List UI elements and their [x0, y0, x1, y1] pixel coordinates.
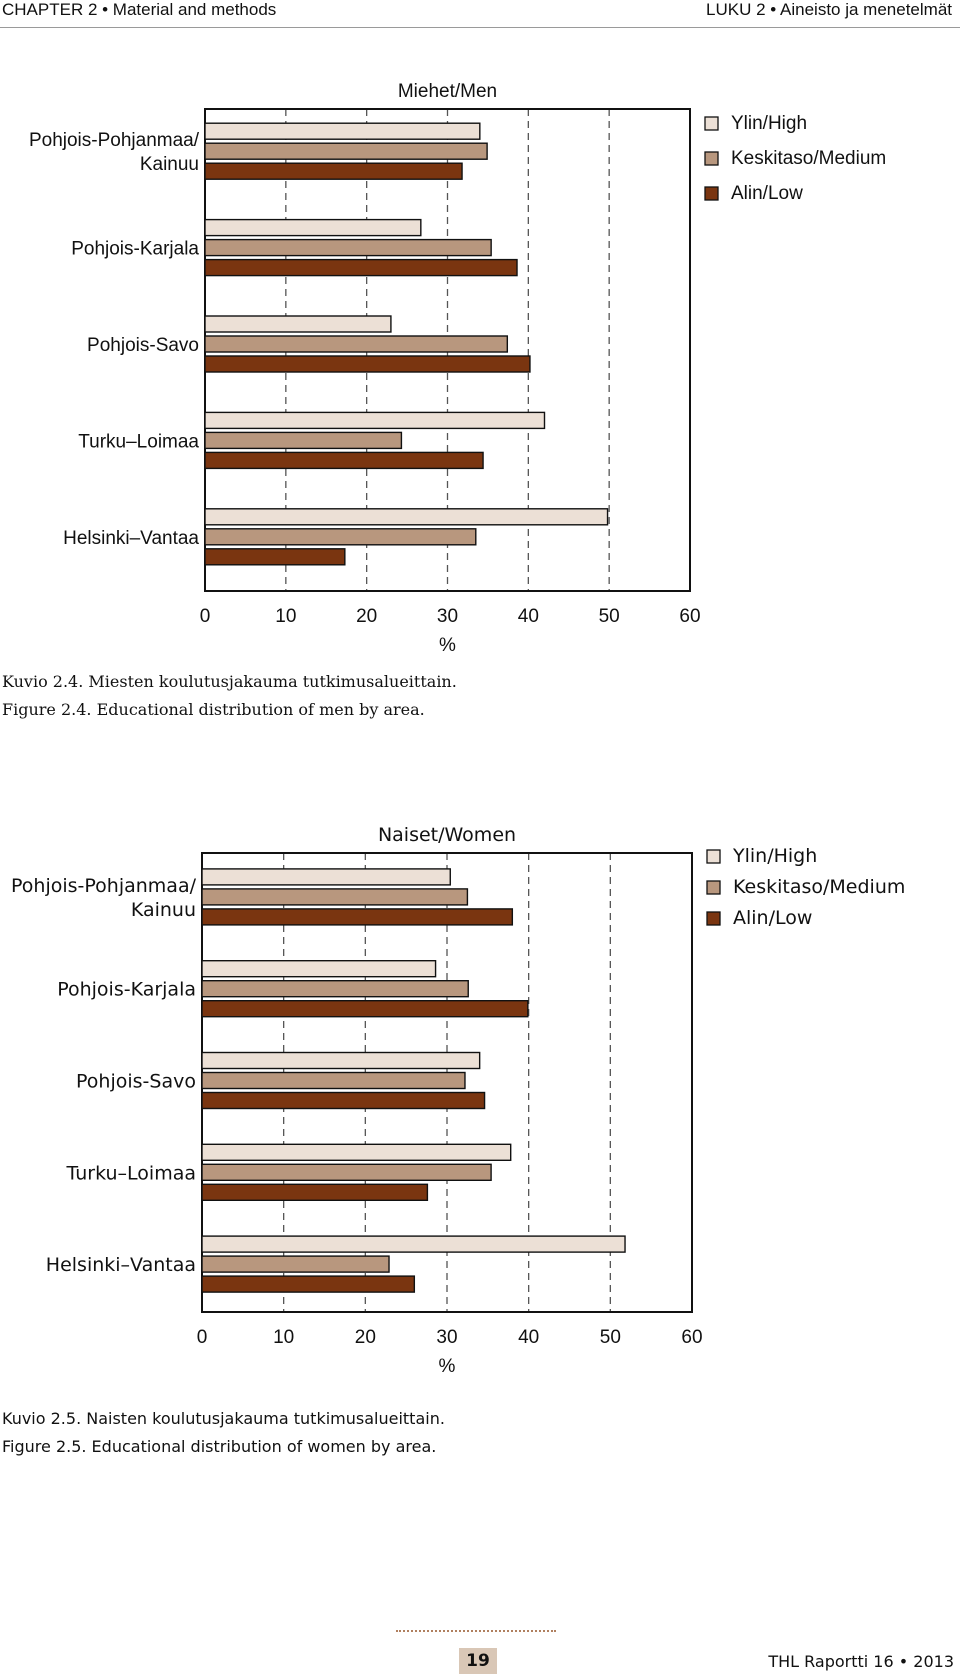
- women-legend-swatch-high: [706, 849, 721, 864]
- women-x-axis-label: %: [439, 1356, 456, 1377]
- men-bar-low-3: [204, 355, 531, 373]
- women-bar-high-3: [201, 1051, 481, 1070]
- men-x-tick-label-40: 40: [518, 606, 539, 627]
- women-bar-medium-2: [201, 979, 469, 998]
- women-bar-high-2: [201, 959, 437, 978]
- women-x-tick-label-30: 30: [436, 1327, 457, 1348]
- men-x-tick-label-50: 50: [599, 606, 620, 627]
- report-label: THL Raportti 16 • 2013: [768, 1652, 954, 1671]
- figure-2-5-caption-en: Figure 2.5. Educational distribution of …: [2, 1437, 437, 1456]
- men-bar-low-2: [204, 258, 518, 277]
- women-bar-medium-1: [201, 888, 469, 906]
- men-x-tick-label-0: 0: [200, 606, 211, 627]
- women-x-tick-label-40: 40: [518, 1327, 539, 1348]
- men-category-label-3: Pohjois-Savo: [87, 335, 199, 356]
- men-bar-high-1: [204, 122, 481, 140]
- figure-2-4-caption-fi: Kuvio 2.4. Miesten koulutusjakauma tutki…: [2, 672, 457, 691]
- footer-dotted-rule: [396, 1630, 556, 1632]
- women-bar-low-3: [201, 1091, 486, 1110]
- men-x-tick-label-60: 60: [679, 606, 700, 627]
- women-category-label-1: Pohjois-Pohjanmaa/Kainuu: [11, 875, 197, 921]
- figure-2-4-caption: Kuvio 2.4. Miesten koulutusjakauma tutki…: [2, 668, 457, 724]
- women-bar-high-5: [201, 1235, 626, 1253]
- header-section: LUKU 2 • Aineisto ja menetelmät: [706, 0, 952, 19]
- men-bar-high-2: [204, 218, 422, 237]
- women-legend-label-medium: Keskitaso/Medium: [733, 876, 905, 898]
- women-bar-medium-4: [201, 1163, 492, 1181]
- men-category-label-5: Helsinki–Vantaa: [63, 528, 199, 549]
- men-x-axis-label: %: [439, 635, 456, 656]
- women-bar-low-4: [201, 1183, 429, 1201]
- men-bar-medium-4: [204, 431, 403, 450]
- women-category-label-2: Pohjois-Karjala: [57, 979, 196, 1001]
- figure-2-5-caption-fi: Kuvio 2.5. Naisten koulutusjakauma tutki…: [2, 1409, 445, 1428]
- women-x-tick-label-50: 50: [600, 1327, 621, 1348]
- women-legend-swatch-medium: [706, 880, 721, 895]
- men-x-tick-label-30: 30: [437, 606, 458, 627]
- women-category-label-4: Turku–Loimaa: [66, 1162, 196, 1184]
- men-category-label-1: Pohjois-Pohjanmaa/Kainuu: [29, 130, 200, 175]
- women-legend-label-high: Ylin/High: [732, 845, 817, 867]
- men-bar-medium-1: [204, 142, 488, 160]
- women-x-tick-label-10: 10: [273, 1327, 294, 1348]
- men-legend-label-low: Alin/Low: [731, 183, 803, 204]
- men-bar-medium-3: [204, 335, 509, 353]
- men-x-tick-label-10: 10: [275, 606, 296, 627]
- women-bar-high-1: [201, 868, 451, 886]
- header-chapter: CHAPTER 2 • Material and methods: [2, 0, 277, 19]
- men-bar-medium-5: [204, 528, 477, 546]
- women-bar-low-5: [201, 1275, 416, 1293]
- women-bar-medium-3: [201, 1071, 466, 1090]
- women-bar-chart: Naiset/Women Pohjois-Pohjanmaa/Kainuu Pohj…: [11, 824, 905, 1377]
- men-bar-high-5: [204, 508, 609, 526]
- men-legend-swatch-medium: [704, 151, 719, 166]
- men-bar-medium-2: [204, 238, 492, 257]
- women-x-tick-label-20: 20: [355, 1327, 376, 1348]
- women-bar-low-2: [201, 999, 529, 1018]
- men-legend-swatch-high: [704, 116, 719, 131]
- women-x-tick-label-0: 0: [197, 1327, 208, 1348]
- men-x-tick-label-20: 20: [356, 606, 377, 627]
- men-bar-high-4: [204, 411, 546, 430]
- men-bar-low-1: [204, 162, 463, 180]
- women-category-label-3: Pohjois-Savo: [76, 1071, 196, 1093]
- men-bar-chart: Miehet/Men Pohjois-Pohjanmaa/Kainuu Pohjoi…: [29, 81, 886, 656]
- women-category-label-5: Helsinki–Vantaa: [46, 1254, 196, 1276]
- page-number: 19: [459, 1648, 497, 1674]
- women-bar-high-4: [201, 1143, 512, 1161]
- header-divider: [0, 27, 960, 28]
- men-legend-label-medium: Keskitaso/Medium: [731, 148, 886, 169]
- men-bar-low-5: [204, 548, 346, 566]
- men-category-label-4: Turku–Loimaa: [78, 431, 199, 452]
- women-bar-medium-5: [201, 1255, 390, 1273]
- figure-2-4-caption-en: Figure 2.4. Educational distribution of …: [2, 700, 425, 719]
- men-legend-swatch-low: [704, 186, 719, 201]
- men-legend-label-high: Ylin/High: [731, 113, 807, 134]
- men-category-label-2: Pohjois-Karjala: [71, 239, 199, 260]
- men-bar-low-4: [204, 451, 484, 470]
- figure-2-5-caption: Kuvio 2.5. Naisten koulutusjakauma tutki…: [2, 1405, 445, 1461]
- women-bar-low-1: [201, 908, 514, 926]
- men-chart-title: Miehet/Men: [398, 81, 497, 102]
- men-bar-high-3: [204, 315, 392, 333]
- women-chart-title: Naiset/Women: [378, 824, 516, 846]
- women-legend-swatch-low: [706, 911, 721, 926]
- women-legend-label-low: Alin/Low: [733, 907, 812, 929]
- women-x-tick-label-60: 60: [681, 1327, 702, 1348]
